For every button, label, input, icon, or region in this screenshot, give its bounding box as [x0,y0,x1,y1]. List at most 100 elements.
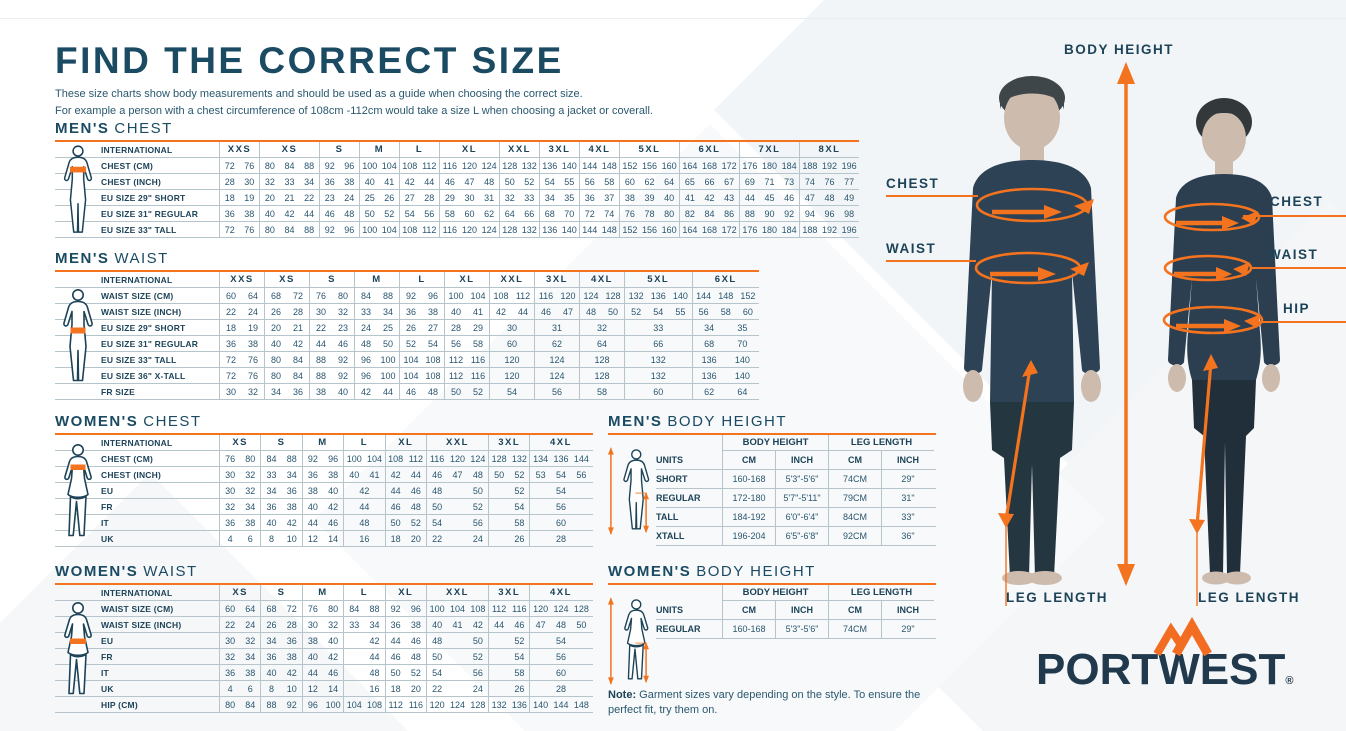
size-value-group: 26 [488,681,529,696]
size-value: 40 [307,501,318,512]
size-value: 64 [247,290,258,301]
bh-data-row: REGULAR 160-168 5'3"-5'6" 74CM 29" [656,620,936,639]
size-value: 50 [576,619,587,630]
size-value-group: 58 60 62 [439,206,499,221]
size-value: 64 [596,338,607,349]
mens-chest-heading: MEN'S CHEST [55,120,859,138]
size-value: 42 [369,635,380,646]
size-value-group: 52 [488,483,529,498]
size-value: 52 [514,635,525,646]
mens-chest-table: INTERNATIONAL XXS XS S M L XL XXL 3XL 4XL 5XL 6XL 7X… [55,140,859,238]
row-label: EU SIZE 31" REGULAR [101,338,199,349]
size-column-header: XL [444,272,489,287]
column-header-international: INTERNATIONAL [101,587,173,598]
size-value: 92 [390,603,401,614]
size-value: 18 [224,192,235,203]
mens-waist-section: MEN'S WAIST INTERNATIONAL XXS XS S M L XL XXL 3XL… [55,250,759,400]
size-value: 144 [553,699,569,710]
size-value: 76 [244,160,255,171]
size-value-group: 136 140 [539,222,579,237]
size-value-group: 54 [488,649,529,664]
size-column-header: XXL [425,585,488,600]
bh-unit-header: CM [828,451,881,469]
size-value-group: 116 120 124 [425,451,488,466]
size-value-group: 56 [529,499,591,514]
bh-value: 160-168 [722,470,775,488]
heading-light: CHEST [143,413,202,430]
note-body: Garment sizes vary depending on the styl… [608,689,921,716]
size-table-row: UK 4 6 8 10 12 14 16 18 20 22 24 26 28 [55,681,593,697]
size-value-group: 28 30 [219,174,259,189]
size-value: 132 [650,370,666,381]
male-figure-chest-icon [63,145,93,233]
size-value: 108 [402,160,418,171]
size-value: 40 [337,386,348,397]
size-value-group: 136 140 [539,158,579,173]
size-value: 69 [744,176,755,187]
bh-unit-header: INCH [775,451,828,469]
size-value: 54 [432,517,443,528]
size-value: 96 [360,354,371,365]
size-value: 30 [307,619,318,630]
size-value: 76 [307,603,318,614]
size-value: 164 [682,224,698,235]
size-value: 42 [704,192,715,203]
size-value-group: 144 148 [579,222,619,237]
size-value: 55 [675,306,686,317]
bh-unit-header: CM [828,601,881,619]
size-value: 26 [266,619,277,630]
size-value: 104 [403,370,419,381]
size-value-group: 44 46 [301,665,343,680]
size-column-header: XL [439,142,499,157]
size-column-header: 5XL [624,272,692,287]
size-column-header: XL [384,435,426,450]
size-table-row: FR 32 34 36 38 40 42 44 46 48 50 52 54 56 [55,649,593,665]
size-value-group: 31 [534,320,579,335]
size-value: 156 [641,224,658,235]
size-value: 176 [742,160,758,171]
size-column-header: 4XL [579,142,619,157]
size-value: 72 [292,290,303,301]
size-value-group: 60 [529,665,591,680]
size-value: 180 [761,160,778,171]
size-value: 30 [225,386,236,397]
size-value: 38 [247,338,258,349]
mens-body-height-section: MEN'S BODY HEIGHT BODY HEIGHT LEG LENGTH UN… [608,413,936,546]
size-column-header: XS [219,585,260,600]
size-value: 34 [270,386,281,397]
size-value: 54 [555,635,566,646]
size-value: 76 [247,354,258,365]
size-value-group: 50 52 [384,515,426,530]
size-column-header: XL [384,585,426,600]
bh-unit-header: CM [722,601,775,619]
size-value: 70 [564,208,575,219]
size-value: 20 [410,533,421,544]
size-value: 92 [286,699,297,710]
size-value: 50 [390,667,401,678]
size-value: 47 [535,619,546,630]
size-value: 120 [560,290,576,301]
size-value: 54 [404,208,415,219]
size-value-group: 124 [534,368,579,383]
size-value: 52 [472,501,483,512]
size-value: 136 [511,699,527,710]
size-value: 72 [225,370,236,381]
size-value-group: 60 62 64 [619,174,679,189]
size-value-group: 112 116 [444,352,489,367]
size-value: 22 [225,619,236,630]
size-value-group: 88 92 [309,352,354,367]
size-value: 48 [824,192,835,203]
size-value-group: 84 88 [260,451,301,466]
size-value: 100 [362,160,378,171]
size-value-group: 54 [489,384,534,399]
bh-spacer [656,435,722,451]
size-table-row: CHEST (INCH) 30 32 33 34 36 38 40 41 42 44 46 47 48 50… [55,467,593,483]
row-label: CHEST (CM) [101,453,154,464]
size-table-row: WAIST SIZE (INCH) 22 24 26 28 30 32 33 34 36 38 40 4… [55,617,593,633]
size-value: 45 [764,192,775,203]
size-value: 43 [724,192,735,203]
size-value: 50 [450,386,461,397]
row-label: EU SIZE 33" TALL [101,224,177,235]
size-value-group: 76 80 [301,601,343,616]
size-value-group: 42 [343,483,384,498]
